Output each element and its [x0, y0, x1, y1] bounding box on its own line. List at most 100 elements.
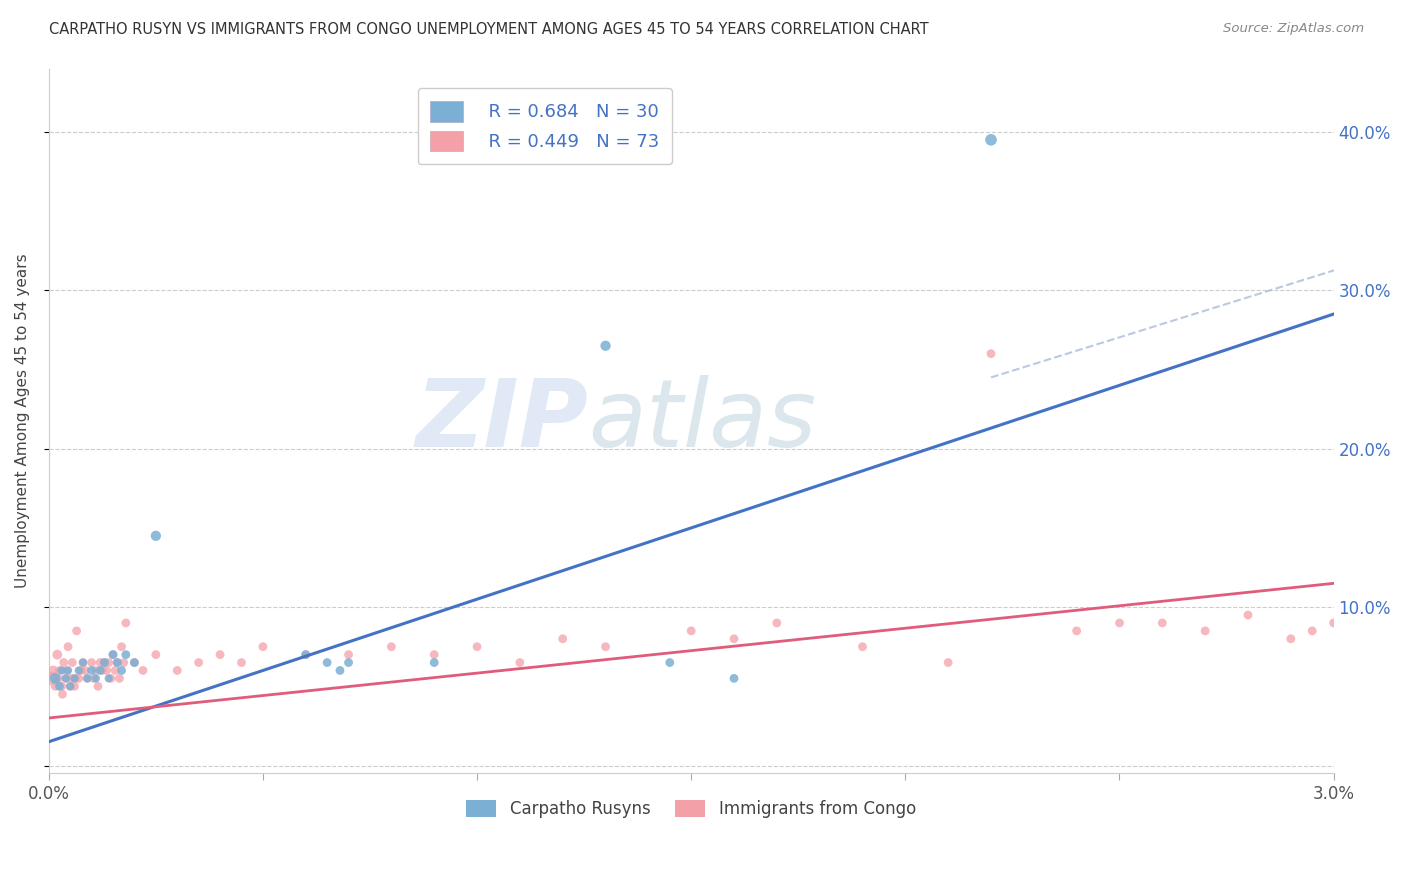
Legend: Carpatho Rusyns, Immigrants from Congo: Carpatho Rusyns, Immigrants from Congo	[460, 794, 922, 825]
Point	[1279, 632, 1302, 646]
Point	[83, 672, 105, 686]
Point	[1194, 624, 1216, 638]
Point	[1323, 615, 1346, 630]
Point	[851, 640, 873, 654]
Point	[1152, 615, 1174, 630]
Point	[89, 656, 111, 670]
Point	[936, 656, 959, 670]
Point	[55, 664, 77, 678]
Point	[76, 672, 98, 686]
Point	[56, 640, 79, 654]
Point	[380, 640, 402, 654]
Point	[67, 664, 90, 678]
Point	[51, 664, 73, 678]
Point	[1365, 624, 1388, 638]
Point	[108, 672, 131, 686]
Point	[105, 656, 128, 670]
Point	[56, 664, 79, 678]
Point	[329, 664, 352, 678]
Point	[766, 615, 789, 630]
Point	[1301, 624, 1323, 638]
Point	[65, 624, 87, 638]
Point	[681, 624, 703, 638]
Point	[80, 664, 103, 678]
Point	[67, 672, 90, 686]
Point	[65, 672, 87, 686]
Point	[84, 672, 107, 686]
Point	[55, 672, 77, 686]
Point	[595, 339, 617, 353]
Point	[51, 679, 73, 693]
Point	[658, 656, 681, 670]
Text: atlas: atlas	[588, 376, 817, 467]
Point	[97, 656, 120, 670]
Point	[70, 664, 93, 678]
Point	[63, 679, 86, 693]
Point	[551, 632, 574, 646]
Point	[63, 672, 86, 686]
Point	[124, 656, 146, 670]
Point	[41, 672, 63, 686]
Point	[101, 648, 124, 662]
Point	[46, 648, 69, 662]
Point	[96, 664, 118, 678]
Point	[93, 656, 115, 670]
Point	[423, 648, 446, 662]
Point	[60, 672, 83, 686]
Point	[980, 346, 1002, 360]
Point	[124, 656, 146, 670]
Point	[252, 640, 274, 654]
Point	[101, 648, 124, 662]
Point	[980, 133, 1002, 147]
Point	[44, 672, 66, 686]
Point	[72, 656, 94, 670]
Point	[1237, 607, 1260, 622]
Point	[44, 679, 66, 693]
Point	[294, 648, 316, 662]
Text: Source: ZipAtlas.com: Source: ZipAtlas.com	[1223, 22, 1364, 36]
Point	[93, 656, 115, 670]
Point	[52, 656, 75, 670]
Text: ZIP: ZIP	[416, 375, 588, 467]
Point	[105, 656, 128, 670]
Point	[187, 656, 209, 670]
Point	[595, 640, 617, 654]
Point	[75, 664, 97, 678]
Point	[423, 656, 446, 670]
Point	[112, 656, 135, 670]
Point	[84, 664, 107, 678]
Y-axis label: Unemployment Among Ages 45 to 54 years: Unemployment Among Ages 45 to 54 years	[15, 253, 30, 589]
Point	[110, 664, 132, 678]
Point	[166, 664, 188, 678]
Point	[59, 679, 82, 693]
Point	[87, 679, 110, 693]
Point	[104, 664, 127, 678]
Point	[42, 664, 65, 678]
Point	[115, 648, 138, 662]
Point	[132, 664, 155, 678]
Point	[76, 672, 98, 686]
Point	[89, 664, 111, 678]
Point	[91, 664, 114, 678]
Point	[48, 679, 70, 693]
Point	[1108, 615, 1130, 630]
Point	[723, 672, 745, 686]
Point	[145, 648, 167, 662]
Point	[1066, 624, 1088, 638]
Point	[100, 672, 122, 686]
Point	[60, 656, 83, 670]
Point	[72, 656, 94, 670]
Point	[294, 648, 316, 662]
Point	[110, 640, 132, 654]
Point	[145, 529, 167, 543]
Point	[97, 672, 120, 686]
Point	[209, 648, 232, 662]
Point	[115, 615, 138, 630]
Point	[55, 672, 77, 686]
Text: CARPATHO RUSYN VS IMMIGRANTS FROM CONGO UNEMPLOYMENT AMONG AGES 45 TO 54 YEARS C: CARPATHO RUSYN VS IMMIGRANTS FROM CONGO …	[49, 22, 929, 37]
Point	[465, 640, 488, 654]
Point	[337, 648, 360, 662]
Point	[337, 656, 360, 670]
Point	[46, 672, 69, 686]
Point	[80, 656, 103, 670]
